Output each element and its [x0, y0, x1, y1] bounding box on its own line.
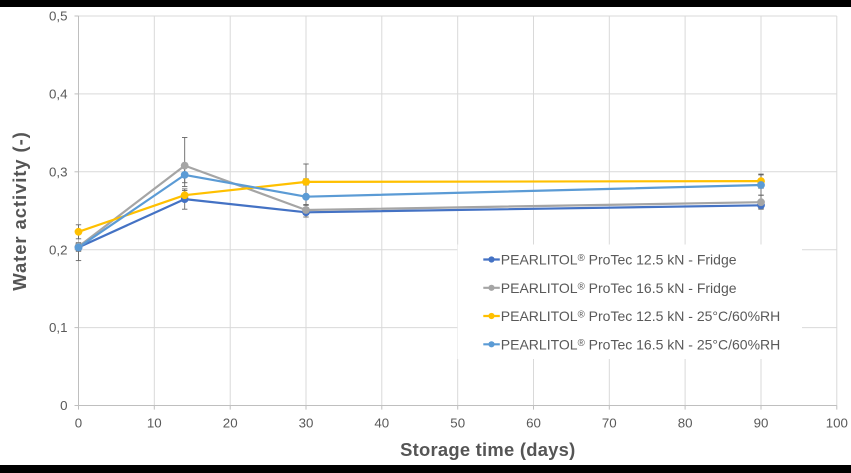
svg-text:PEARLITOL® ProTec 16.5 kN - 25: PEARLITOL® ProTec 16.5 kN - 25°C/60%RH [501, 336, 780, 352]
svg-text:30: 30 [299, 416, 314, 431]
svg-text:PEARLITOL® ProTec 12.5 kN - 25: PEARLITOL® ProTec 12.5 kN - 25°C/60%RH [501, 308, 780, 324]
svg-text:70: 70 [602, 416, 617, 431]
svg-text:Water activity (-): Water activity (-) [9, 131, 30, 290]
svg-text:0,1: 0,1 [49, 320, 68, 335]
svg-text:0: 0 [60, 398, 67, 413]
svg-text:90: 90 [754, 416, 769, 431]
svg-text:60: 60 [526, 416, 541, 431]
svg-text:Storage time (days): Storage time (days) [400, 439, 575, 460]
svg-text:0,2: 0,2 [49, 242, 68, 257]
svg-text:10: 10 [147, 416, 162, 431]
svg-text:40: 40 [374, 416, 389, 431]
svg-text:20: 20 [223, 416, 238, 431]
svg-text:50: 50 [450, 416, 465, 431]
svg-text:0,5: 0,5 [49, 9, 68, 24]
svg-text:100: 100 [826, 416, 848, 431]
svg-text:80: 80 [678, 416, 693, 431]
svg-text:0: 0 [75, 416, 82, 431]
svg-text:0,4: 0,4 [49, 87, 68, 102]
svg-text:PEARLITOL® ProTec 16.5 kN - Fr: PEARLITOL® ProTec 16.5 kN - Fridge [501, 280, 737, 296]
svg-text:PEARLITOL® ProTec 12.5 kN - Fr: PEARLITOL® ProTec 12.5 kN - Fridge [501, 252, 737, 268]
svg-text:0,3: 0,3 [49, 164, 68, 179]
